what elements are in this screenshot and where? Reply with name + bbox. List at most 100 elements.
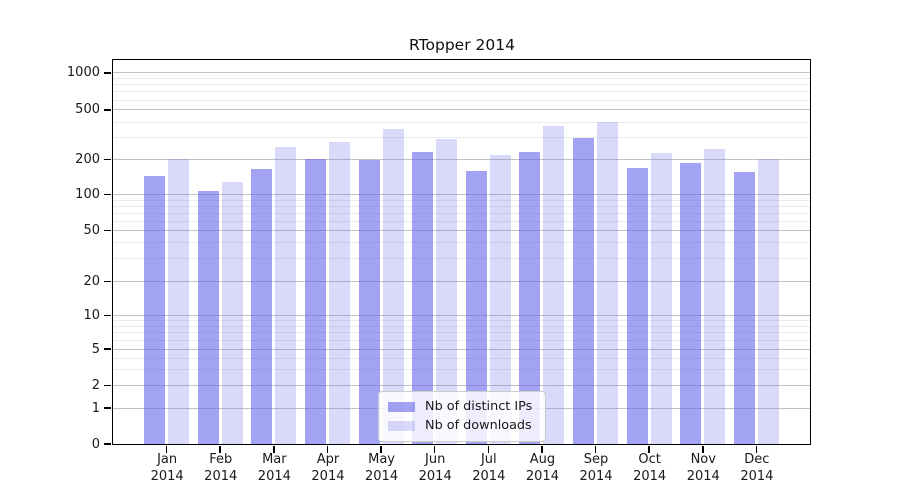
gridline-minor xyxy=(113,332,810,334)
bar-nb-of-downloads-jun xyxy=(436,138,458,444)
gridline-major xyxy=(113,72,810,74)
bar-nb-of-downloads-dec xyxy=(757,159,779,444)
gridline-minor xyxy=(113,258,810,260)
bar-nb-of-downloads-apr xyxy=(328,142,350,444)
gridline-minor xyxy=(113,121,810,123)
legend-item-distinct-ips: Nb of distinct IPs xyxy=(388,397,536,416)
chart-title: RTopper 2014 xyxy=(409,36,515,54)
bar-nb-of-distinct-ips-jan xyxy=(144,175,166,444)
x-tick-mark xyxy=(594,446,597,453)
y-tick-mark xyxy=(104,158,111,161)
x-tick-label-may: May 2014 xyxy=(365,452,399,484)
bar-nb-of-distinct-ips-mar xyxy=(251,168,273,444)
gridline-minor xyxy=(113,91,810,93)
y-tick-label: 100 xyxy=(75,187,100,203)
y-tick-mark xyxy=(104,314,111,317)
gridline-minor xyxy=(113,137,810,139)
gridline-minor xyxy=(113,84,810,86)
legend-item-downloads: Nb of downloads xyxy=(388,416,536,435)
x-tick-mark xyxy=(755,446,758,453)
gridline-minor xyxy=(113,199,810,201)
bar-nb-of-downloads-feb xyxy=(221,181,243,444)
x-tick-mark xyxy=(702,446,704,453)
x-tick-label-jun: Jun 2014 xyxy=(418,452,452,484)
bar-nb-of-downloads-may xyxy=(382,128,404,444)
gridline-major xyxy=(113,314,810,316)
bar-nb-of-distinct-ips-jun xyxy=(412,152,434,444)
legend: Nb of distinct IPs Nb of downloads xyxy=(378,391,546,442)
y-tick-label: 0 xyxy=(91,436,100,452)
gridline-major xyxy=(113,280,810,282)
x-tick-mark xyxy=(273,446,275,453)
gridline-major xyxy=(113,194,810,196)
gridline-minor xyxy=(113,212,810,214)
legend-swatch-distinct-ips xyxy=(388,401,415,412)
gridline-minor xyxy=(113,339,810,341)
x-tick-label-apr: Apr 2014 xyxy=(311,452,345,484)
gridline-major xyxy=(113,348,810,350)
y-tick-label: 1 xyxy=(91,400,100,416)
x-tick-label-feb: Feb 2014 xyxy=(204,452,238,484)
x-tick-label-jul: Jul 2014 xyxy=(472,452,506,484)
x-tick-label-dec: Dec 2014 xyxy=(740,452,774,484)
gridline-minor xyxy=(113,99,810,101)
x-tick-mark xyxy=(219,446,221,453)
gridline-major xyxy=(113,385,810,387)
gridline-minor xyxy=(113,205,810,207)
y-tick-label: 10 xyxy=(83,307,100,323)
gridline-major xyxy=(113,159,810,161)
y-tick-mark xyxy=(104,443,111,445)
y-tick-label: 2 xyxy=(91,378,100,394)
x-tick-label-mar: Mar 2014 xyxy=(257,452,291,484)
x-tick-label-sep: Sep 2014 xyxy=(579,452,613,484)
gridline-minor xyxy=(113,220,810,222)
bar-nb-of-distinct-ips-may xyxy=(358,159,380,444)
y-tick-label: 1000 xyxy=(66,65,100,81)
gridline-minor xyxy=(113,325,810,327)
x-tick-mark xyxy=(648,446,650,453)
legend-swatch-downloads xyxy=(388,420,415,431)
x-tick-label-nov: Nov 2014 xyxy=(686,452,720,484)
bar-nb-of-downloads-jan xyxy=(168,159,190,444)
x-tick-label-jan: Jan 2014 xyxy=(150,452,184,484)
y-tick-mark xyxy=(104,407,111,409)
x-tick-mark xyxy=(541,446,543,453)
gridline-major xyxy=(113,109,810,111)
bar-nb-of-downloads-sep xyxy=(597,122,619,444)
y-tick-mark xyxy=(104,229,111,232)
x-tick-label-aug: Aug 2014 xyxy=(525,452,559,484)
y-tick-label: 50 xyxy=(83,223,100,239)
x-tick-mark xyxy=(380,446,382,453)
y-tick-label: 20 xyxy=(83,273,100,289)
bar-nb-of-downloads-jul xyxy=(489,154,511,444)
gridline-major xyxy=(113,230,810,232)
y-tick-mark xyxy=(104,384,111,387)
y-tick-mark xyxy=(104,280,111,283)
bar-nb-of-downloads-mar xyxy=(275,146,297,444)
x-tick-mark xyxy=(326,446,329,453)
y-tick-mark xyxy=(104,109,111,111)
bar-nb-of-distinct-ips-feb xyxy=(197,190,219,444)
legend-label-distinct-ips: Nb of distinct IPs xyxy=(425,399,533,414)
y-tick-label: 200 xyxy=(75,152,100,168)
bar-nb-of-distinct-ips-nov xyxy=(680,162,702,444)
gridline-minor xyxy=(113,78,810,80)
bar-nb-of-downloads-aug xyxy=(543,125,565,444)
y-tick-label: 500 xyxy=(75,102,100,118)
gridline-minor xyxy=(113,242,810,244)
y-tick-mark xyxy=(104,72,111,74)
gridline-minor xyxy=(113,357,810,359)
bar-nb-of-distinct-ips-apr xyxy=(304,158,326,444)
y-tick-label: 5 xyxy=(91,341,100,357)
bar-nb-of-distinct-ips-sep xyxy=(573,138,595,444)
bar-nb-of-distinct-ips-aug xyxy=(519,152,541,444)
y-tick-mark xyxy=(104,193,111,196)
y-tick-mark xyxy=(104,348,111,350)
x-tick-label-oct: Oct 2014 xyxy=(633,452,667,484)
bar-nb-of-distinct-ips-jul xyxy=(465,170,487,444)
bar-nb-of-distinct-ips-oct xyxy=(626,167,648,444)
x-tick-mark xyxy=(165,446,168,453)
x-tick-mark xyxy=(487,446,490,453)
bar-nb-of-downloads-oct xyxy=(650,152,672,444)
